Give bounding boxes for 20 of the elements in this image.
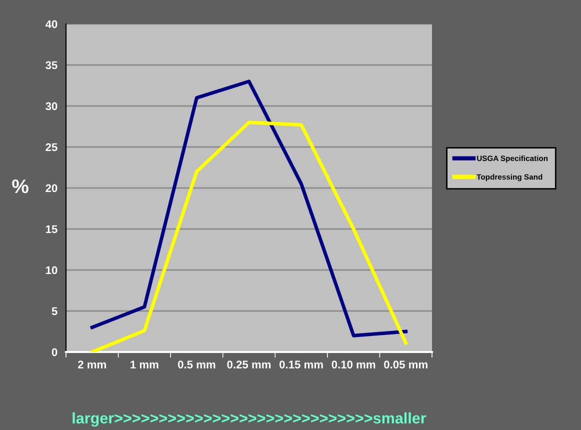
x-tick-label: 1 mm — [130, 360, 158, 368]
x-tick-label: 0.5 mm — [178, 360, 216, 368]
x-tick-label: 0.15 mm — [279, 360, 323, 368]
y-tick-label: 40 — [45, 20, 58, 28]
y-tick-label: 5 — [52, 307, 58, 316]
x-tick-label: 0.10 mm — [332, 360, 376, 368]
line-series — [90, 120, 408, 352]
y-tick-label: 30 — [46, 102, 58, 110]
x-axis-title: larger>>>>>>>>>>>>>>>>>>>>>>>>>>>>>smaller — [72, 412, 426, 427]
y-tick-label: 0 — [52, 348, 58, 356]
y-tick-label: 25 — [46, 143, 58, 152]
x-tick-label: 0.05 mm — [384, 360, 428, 368]
y-tick-label: 15 — [46, 225, 58, 234]
y-axis-title: % — [12, 180, 28, 194]
y-tick-label: 20 — [46, 184, 58, 192]
line-series — [90, 80, 408, 338]
x-tick-label: 0.25 mm — [227, 360, 271, 368]
x-tick-label: 2 mm — [78, 360, 106, 368]
y-tick-label: 10 — [46, 266, 58, 274]
y-tick-label: 35 — [46, 61, 58, 70]
